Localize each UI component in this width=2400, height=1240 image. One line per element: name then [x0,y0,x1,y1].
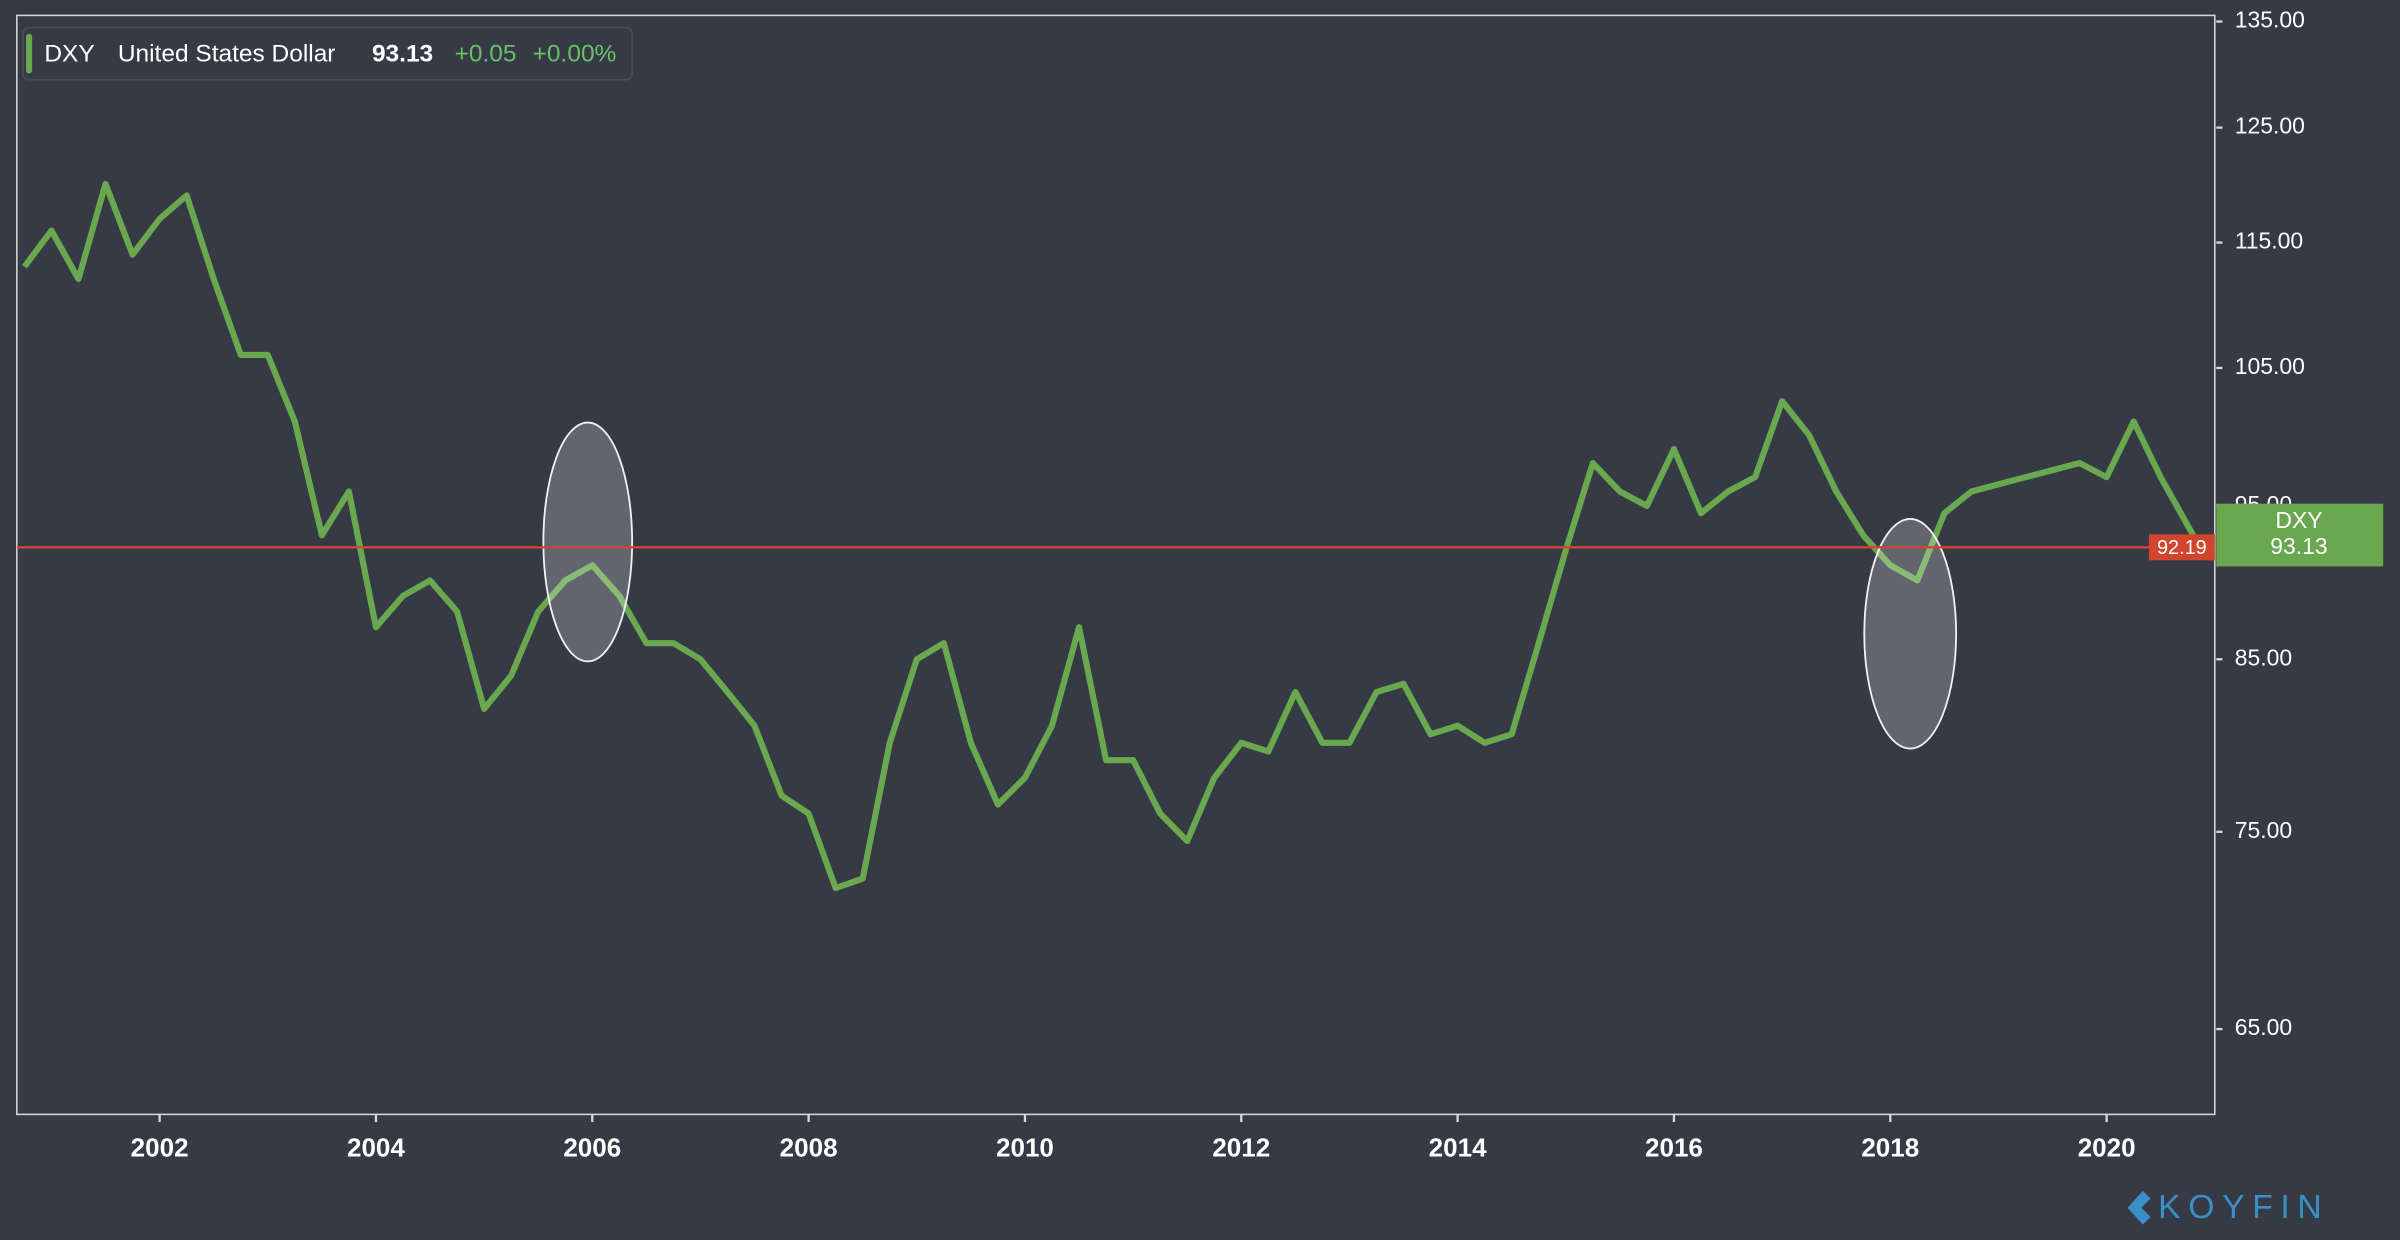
header-box [22,26,633,81]
reference-label-box [2148,534,2215,561]
x-tick-label: 2016 [1645,1132,1703,1162]
change-pct: +0.00% [533,41,617,68]
last-value-box [2216,503,2384,567]
last-value-name: DXY [2275,507,2322,533]
x-tick-label: 2006 [563,1132,621,1162]
header-color-bar [26,33,33,74]
y-tick-label: 65.00 [2235,1014,2292,1040]
y-tick-label: 115.00 [2235,228,2303,254]
y-tick-label: 125.00 [2235,113,2305,139]
legend-header: DXY United States Dollar 93.13 +0.05 +0.… [22,26,633,81]
reference-label: 92.19 [2157,537,2207,559]
price: 93.13 [372,41,433,68]
plot-area [21,180,2196,892]
y-tick-label: 105.00 [2235,353,2305,379]
y-tick-label: 85.00 [2235,644,2292,670]
highlight-ellipse [1863,518,1958,750]
x-tick-label: 2012 [1212,1132,1270,1162]
x-tick-label: 2020 [2078,1132,2136,1162]
x-tick-label: 2018 [1861,1132,1919,1162]
last-value: 93.13 [2270,533,2327,559]
change: +0.05 [455,41,517,68]
logo: KOYFIN [2127,1189,2329,1226]
symbol: DXY [44,41,94,68]
plot-frame [16,14,2216,1116]
highlight-ellipse [542,421,634,663]
x-tick-label: 2010 [996,1132,1054,1162]
x-tick-label: 2008 [780,1132,838,1162]
price-line [21,180,2196,892]
instrument-name: United States Dollar [118,41,336,68]
x-tick-label: 2002 [131,1132,189,1162]
x-tick-label: 2014 [1429,1132,1487,1162]
logo-text: KOYFIN [2158,1189,2329,1226]
x-tick-label: 2004 [347,1132,405,1162]
logo-icon [2127,1190,2151,1225]
y-tick-label: 75.00 [2235,817,2292,843]
y-tick-label: 135.00 [2235,7,2305,33]
